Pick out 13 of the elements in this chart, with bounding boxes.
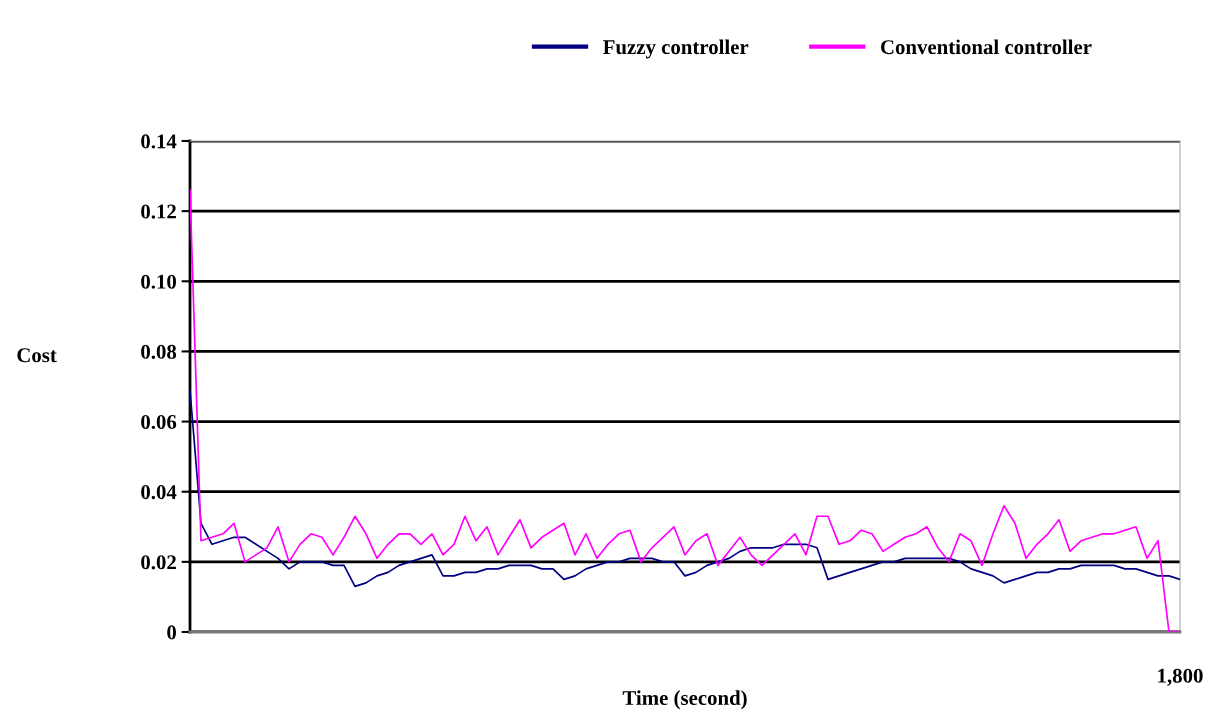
- y-tick-label: 0.08: [141, 344, 177, 359]
- legend-label: Conventional controller: [880, 39, 1092, 55]
- x-axis-title: Time (second): [622, 690, 747, 710]
- y-tick-label: 0.14: [141, 134, 177, 149]
- legend-label: Fuzzy controller: [603, 39, 749, 59]
- y-tick-label: 0.10: [141, 274, 177, 289]
- y-tick-label: 0.06: [141, 414, 177, 430]
- y-tick-label: 0.04: [141, 485, 177, 500]
- text: 1,800: [1158, 668, 1203, 686]
- y-axis-title: Cost: [17, 348, 57, 363]
- y-tick-label: 0: [167, 625, 177, 640]
- y-tick-label: 0.02: [141, 555, 176, 570]
- y-tick-label: 0.12: [141, 204, 176, 219]
